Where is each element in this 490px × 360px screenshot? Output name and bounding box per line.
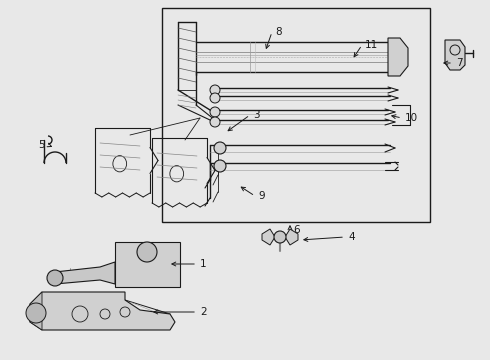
Text: 8: 8 [275, 27, 282, 37]
Text: 6: 6 [293, 225, 299, 235]
Text: 10: 10 [405, 113, 418, 123]
Text: 3: 3 [253, 110, 260, 120]
Text: 2: 2 [200, 307, 207, 317]
Polygon shape [285, 229, 298, 245]
Polygon shape [30, 292, 175, 330]
Circle shape [210, 85, 220, 95]
Text: 7: 7 [456, 58, 463, 68]
Text: 11: 11 [365, 40, 378, 50]
Text: 9: 9 [258, 191, 265, 201]
Circle shape [47, 270, 63, 286]
Circle shape [274, 231, 286, 243]
Bar [162, 8, 430, 222]
Text: 1: 1 [200, 259, 207, 269]
Circle shape [214, 160, 226, 172]
Polygon shape [445, 40, 465, 70]
Circle shape [210, 117, 220, 127]
Circle shape [26, 303, 46, 323]
Circle shape [210, 93, 220, 103]
Circle shape [210, 107, 220, 117]
Text: 4: 4 [348, 232, 355, 242]
Polygon shape [262, 229, 275, 245]
Circle shape [137, 242, 157, 262]
Polygon shape [115, 242, 180, 287]
Polygon shape [30, 292, 42, 330]
Circle shape [214, 142, 226, 154]
Polygon shape [55, 262, 115, 284]
Polygon shape [388, 38, 408, 76]
Text: 5: 5 [38, 140, 45, 150]
